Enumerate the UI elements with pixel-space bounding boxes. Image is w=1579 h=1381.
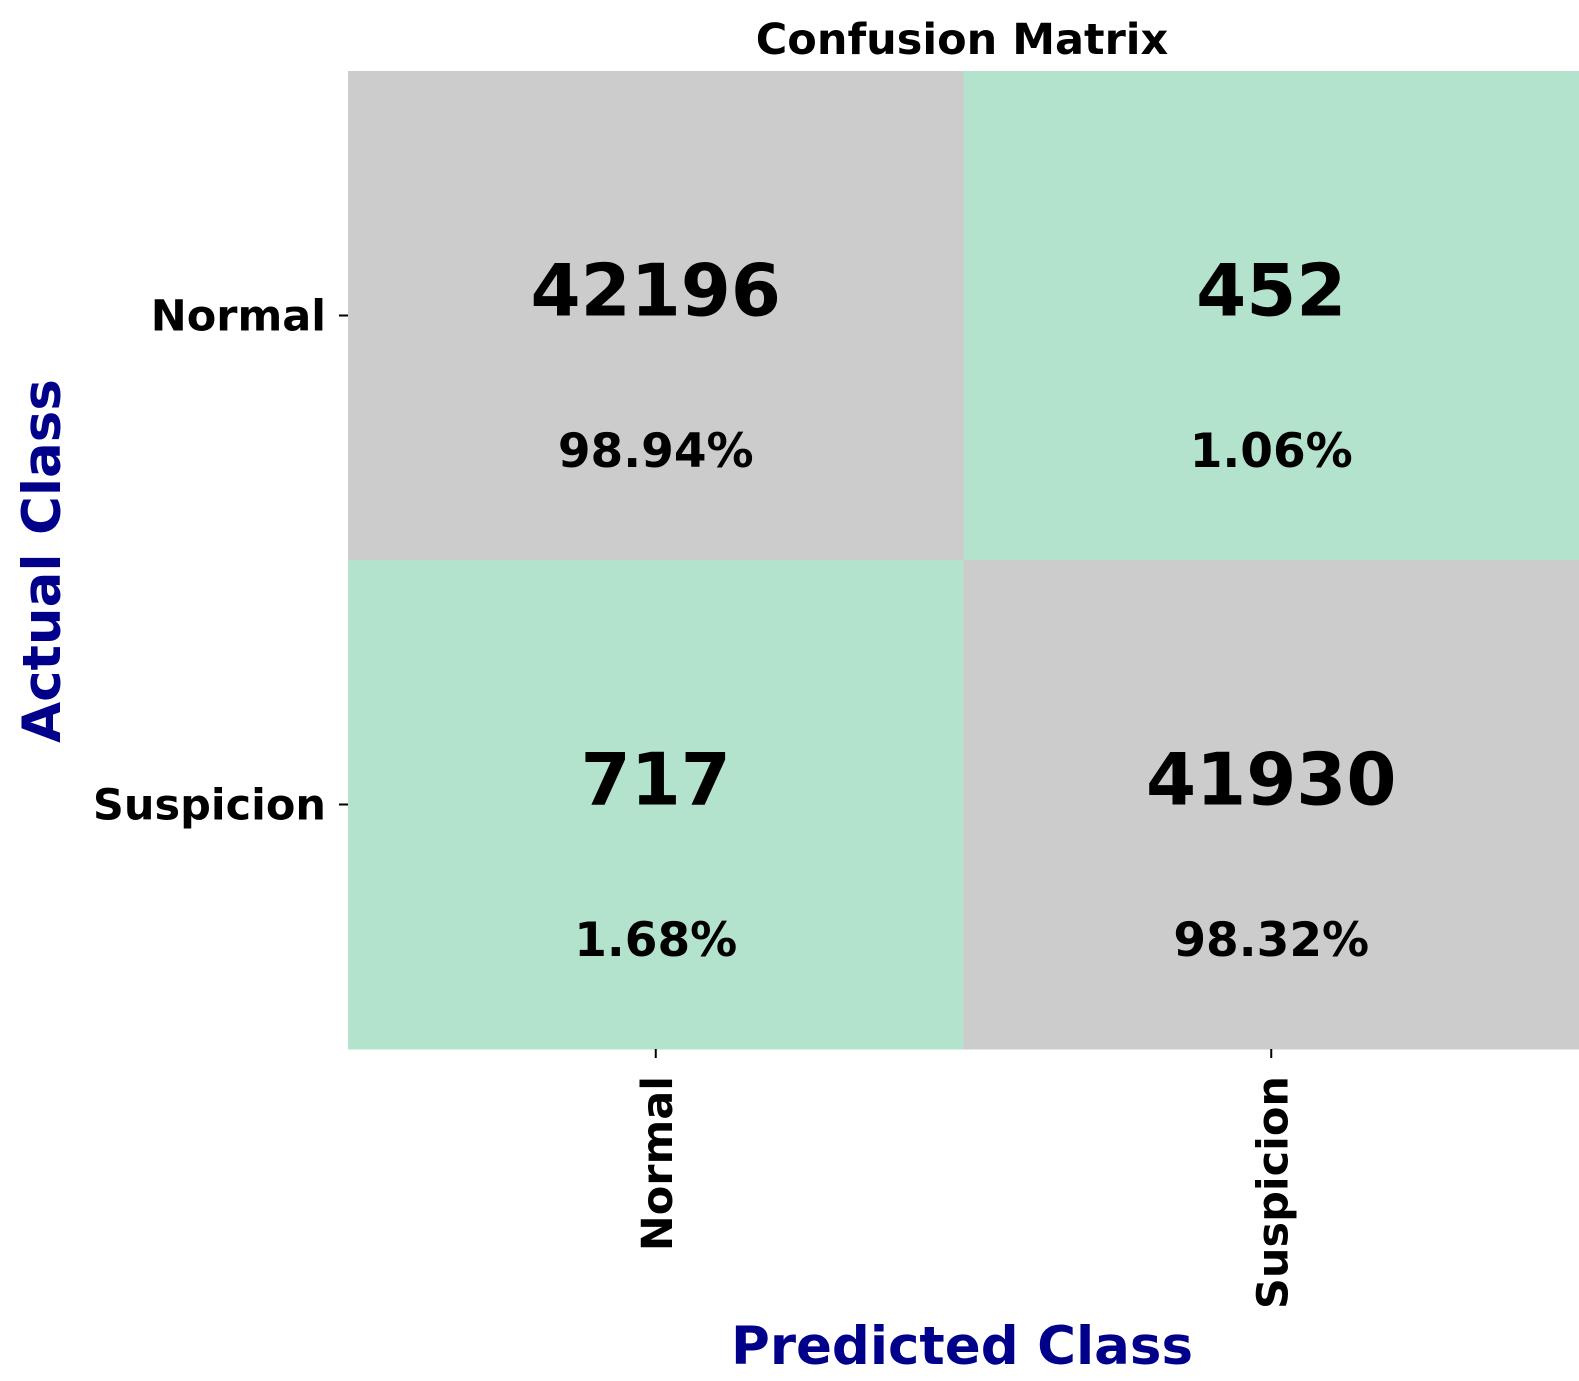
- x-axis-ticks: Normal Suspicion: [633, 1049, 1298, 1309]
- cell-percent-label: 1.68%: [574, 913, 737, 968]
- x-axis-label: Predicted Class: [731, 1316, 1193, 1377]
- y-tick-label: Normal: [151, 292, 326, 342]
- cell-percent-label: 98.32%: [1173, 913, 1369, 968]
- matrix-cell-suspicion-normal: [348, 560, 964, 1050]
- y-tick-label: Suspicion: [93, 781, 326, 831]
- chart-title: Confusion Matrix: [756, 15, 1169, 65]
- cell-percent-label: 98.94%: [558, 424, 754, 479]
- x-tick-label: Normal: [633, 1076, 683, 1251]
- matrix-cells: [348, 71, 1579, 1050]
- matrix-cell-normal-suspicion: [963, 71, 1579, 561]
- y-axis-label: Actual Class: [12, 379, 73, 743]
- cell-percent-label: 1.06%: [1190, 424, 1353, 479]
- x-tick-label: Suspicion: [1248, 1076, 1298, 1309]
- cell-count-label: 42196: [531, 249, 782, 333]
- matrix-cell-normal-normal: [348, 71, 964, 561]
- cell-count-label: 452: [1196, 249, 1346, 333]
- cell-annotations: 42196 98.94% 452 1.06% 717 1.68% 41930 98.32%: [531, 249, 1397, 969]
- cell-count-label: 717: [581, 738, 731, 822]
- y-axis-ticks: Normal Suspicion: [93, 292, 348, 831]
- cell-count-label: 41930: [1146, 738, 1397, 822]
- matrix-cell-suspicion-suspicion: [963, 560, 1579, 1050]
